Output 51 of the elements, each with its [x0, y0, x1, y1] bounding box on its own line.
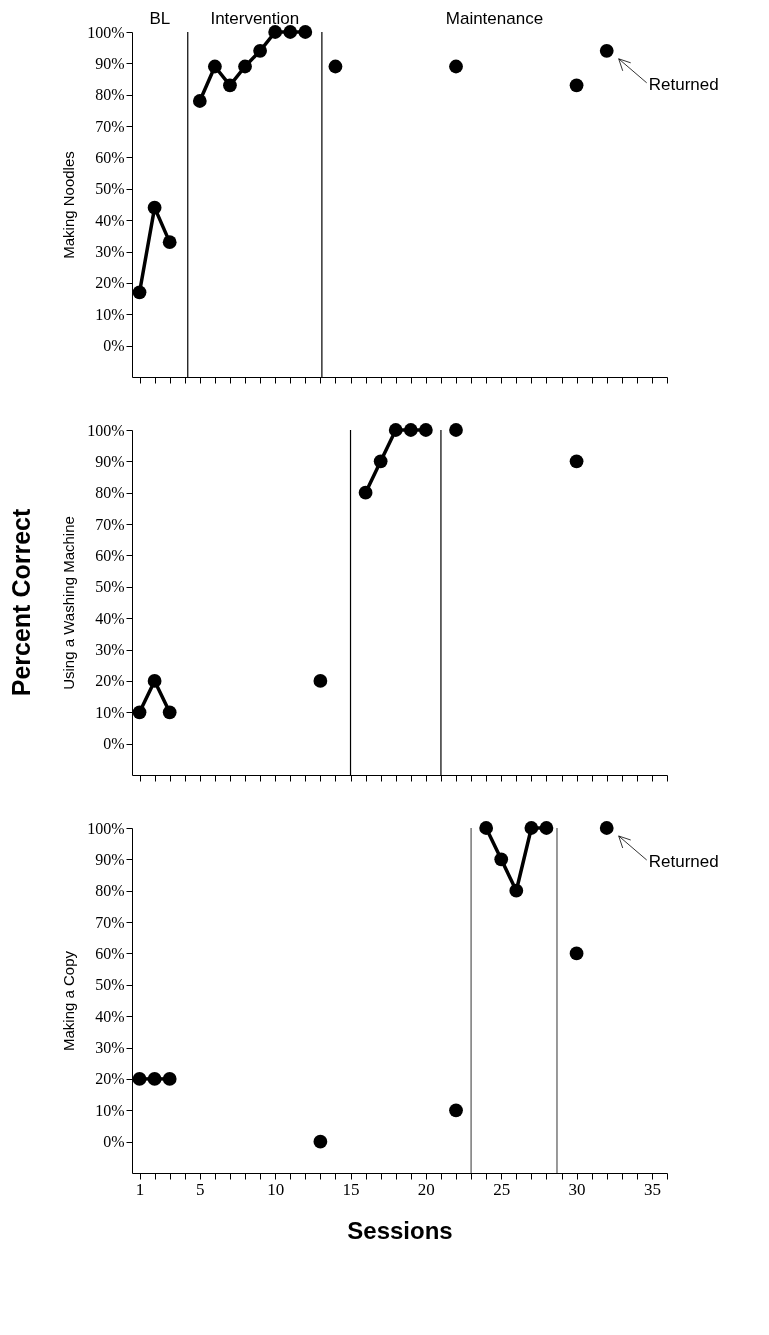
text: Percent Correct — [7, 508, 35, 697]
y-axis-title: Making a Copy — [60, 950, 78, 1052]
y-tick-label: 0% — [103, 337, 125, 355]
y-tick-label: 90% — [95, 54, 125, 72]
y-tick-label: 40% — [95, 211, 125, 229]
x-tick-label: 30 — [568, 1179, 586, 1199]
y-tick-label: 70% — [95, 117, 125, 135]
y-tick-label: 40% — [95, 609, 125, 627]
y-tick-label: 30% — [95, 1039, 125, 1057]
y-tick-label: 70% — [95, 913, 125, 931]
text: Intervention — [210, 9, 300, 28]
y-tick-label: 100% — [87, 421, 125, 439]
y-tick-label: 100% — [87, 23, 125, 41]
text: Maintenance — [445, 9, 544, 28]
y-axis-title: Using a Washing Machine — [60, 516, 78, 690]
x-tick-label: 15 — [342, 1179, 360, 1199]
y-tick-label: 20% — [95, 672, 125, 690]
y-tick-label: 80% — [95, 484, 125, 502]
y-tick-label: 40% — [95, 1007, 125, 1025]
y-tick-label: 90% — [95, 850, 125, 868]
annotation: Returned — [648, 852, 719, 871]
y-tick-label: 20% — [95, 1070, 125, 1088]
y-tick-label: 30% — [95, 641, 125, 659]
y-tick-label: 50% — [95, 180, 125, 198]
y-tick-label: 80% — [95, 86, 125, 104]
y-tick-label: 80% — [95, 882, 125, 900]
y-tick-label: 10% — [95, 305, 125, 323]
y-tick-label: 100% — [87, 819, 125, 837]
x-tick-label: 5 — [196, 1179, 205, 1199]
y-tick-label: 20% — [95, 274, 125, 292]
y-tick-label: 0% — [103, 735, 125, 753]
y-tick-label: 60% — [95, 546, 125, 564]
y-tick-label: 10% — [95, 703, 125, 721]
y-tick-label: 60% — [95, 148, 125, 166]
x-tick-label: 25 — [493, 1179, 511, 1199]
text: BL — [149, 9, 171, 28]
y-tick-label: 90% — [95, 452, 125, 470]
x-tick-label: 35 — [643, 1179, 661, 1199]
y-tick-label: 70% — [95, 515, 125, 533]
annotation: Returned — [648, 74, 719, 94]
x-tick-label: 1 — [135, 1179, 145, 1199]
x-tick-label: 20 — [417, 1179, 435, 1199]
y-tick-label: 0% — [103, 1133, 125, 1151]
y-axis-title: Making Noodles — [60, 151, 78, 259]
y-tick-label: 50% — [95, 578, 125, 596]
x-tick-label: 10 — [267, 1179, 285, 1199]
y-tick-label: 10% — [95, 1101, 125, 1119]
x-axis-title: Sessions — [347, 1216, 453, 1244]
y-tick-label: 60% — [95, 944, 125, 962]
y-tick-label: 30% — [95, 243, 125, 261]
y-tick-label: 50% — [95, 976, 125, 994]
